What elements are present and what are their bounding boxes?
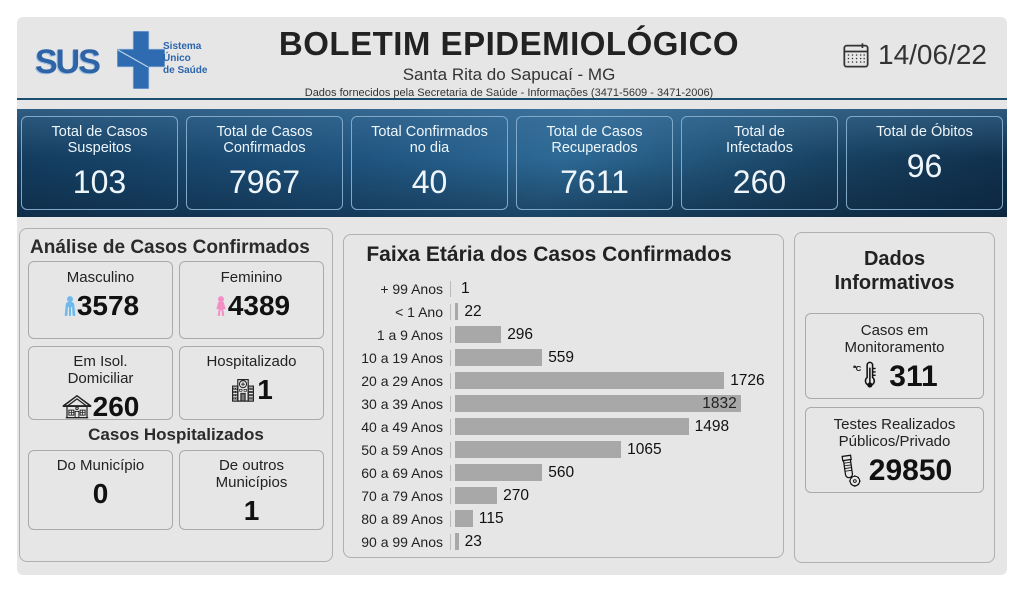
svg-text:°C: °C xyxy=(853,364,862,373)
